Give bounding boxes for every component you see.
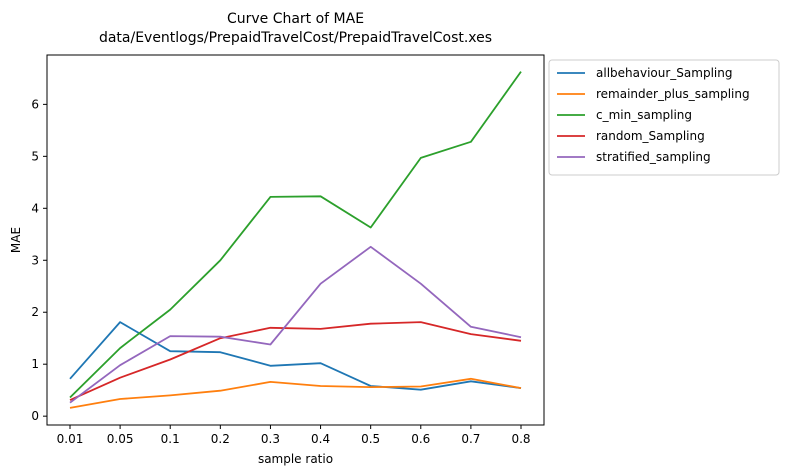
- y-axis-label: MAE: [9, 227, 23, 253]
- legend-entry: random_Sampling: [596, 129, 705, 143]
- y-tick-label: 6: [31, 97, 39, 111]
- x-axis-label: sample ratio: [258, 452, 333, 466]
- y-tick-label: 3: [31, 253, 39, 267]
- y-tick-label: 2: [31, 305, 39, 319]
- x-tick-label: 0.5: [361, 432, 380, 446]
- series-line-stratified_sampling: [69, 245, 522, 404]
- x-axis: 0.01 0.05 0.1 0.2 0.3 0.4 0.5 0.6 0.7 0.8: [57, 425, 531, 446]
- chart-title: Curve Chart of MAE data/Eventlogs/Prepaid…: [99, 11, 492, 46]
- x-tick-label: 0.1: [161, 432, 180, 446]
- legend-entry: allbehaviour_Sampling: [596, 66, 732, 80]
- legend-entry: c_min_sampling: [596, 108, 692, 122]
- x-tick-label: 0.05: [107, 432, 134, 446]
- x-tick-label: 0.01: [57, 432, 84, 446]
- chart-title-line: Curve Chart of MAE: [227, 11, 364, 27]
- plot-area: [46, 54, 545, 426]
- x-tick-label: 0.4: [311, 432, 330, 446]
- series-line-remainder_plus_sampling: [69, 377, 522, 409]
- x-tick-label: 0.2: [211, 432, 230, 446]
- y-tick-label: 5: [31, 149, 39, 163]
- x-tick-label: 0.8: [511, 432, 530, 446]
- x-tick-label: 0.3: [261, 432, 280, 446]
- y-tick-label: 4: [31, 201, 39, 215]
- legend: allbehaviour_Sampling remainder_plus_samp…: [548, 59, 780, 176]
- series-line-allbehaviour_Sampling: [69, 321, 522, 391]
- y-axis: 0 1 2 3 4 5 6: [31, 97, 47, 423]
- x-tick-label: 0.7: [461, 432, 480, 446]
- legend-entry: stratified_sampling: [596, 150, 711, 164]
- series-lines: [69, 71, 522, 409]
- x-tick-label: 0.6: [411, 432, 430, 446]
- legend-box: [548, 59, 780, 176]
- series-line-c_min_sampling: [69, 71, 522, 399]
- y-tick-label: 1: [31, 357, 39, 371]
- series-line-random_Sampling: [69, 321, 522, 401]
- legend-entry: remainder_plus_sampling: [596, 87, 750, 101]
- y-tick-label: 0: [31, 409, 39, 423]
- chart-title-line: data/Eventlogs/PrepaidTravelCost/Prepaid…: [99, 30, 492, 46]
